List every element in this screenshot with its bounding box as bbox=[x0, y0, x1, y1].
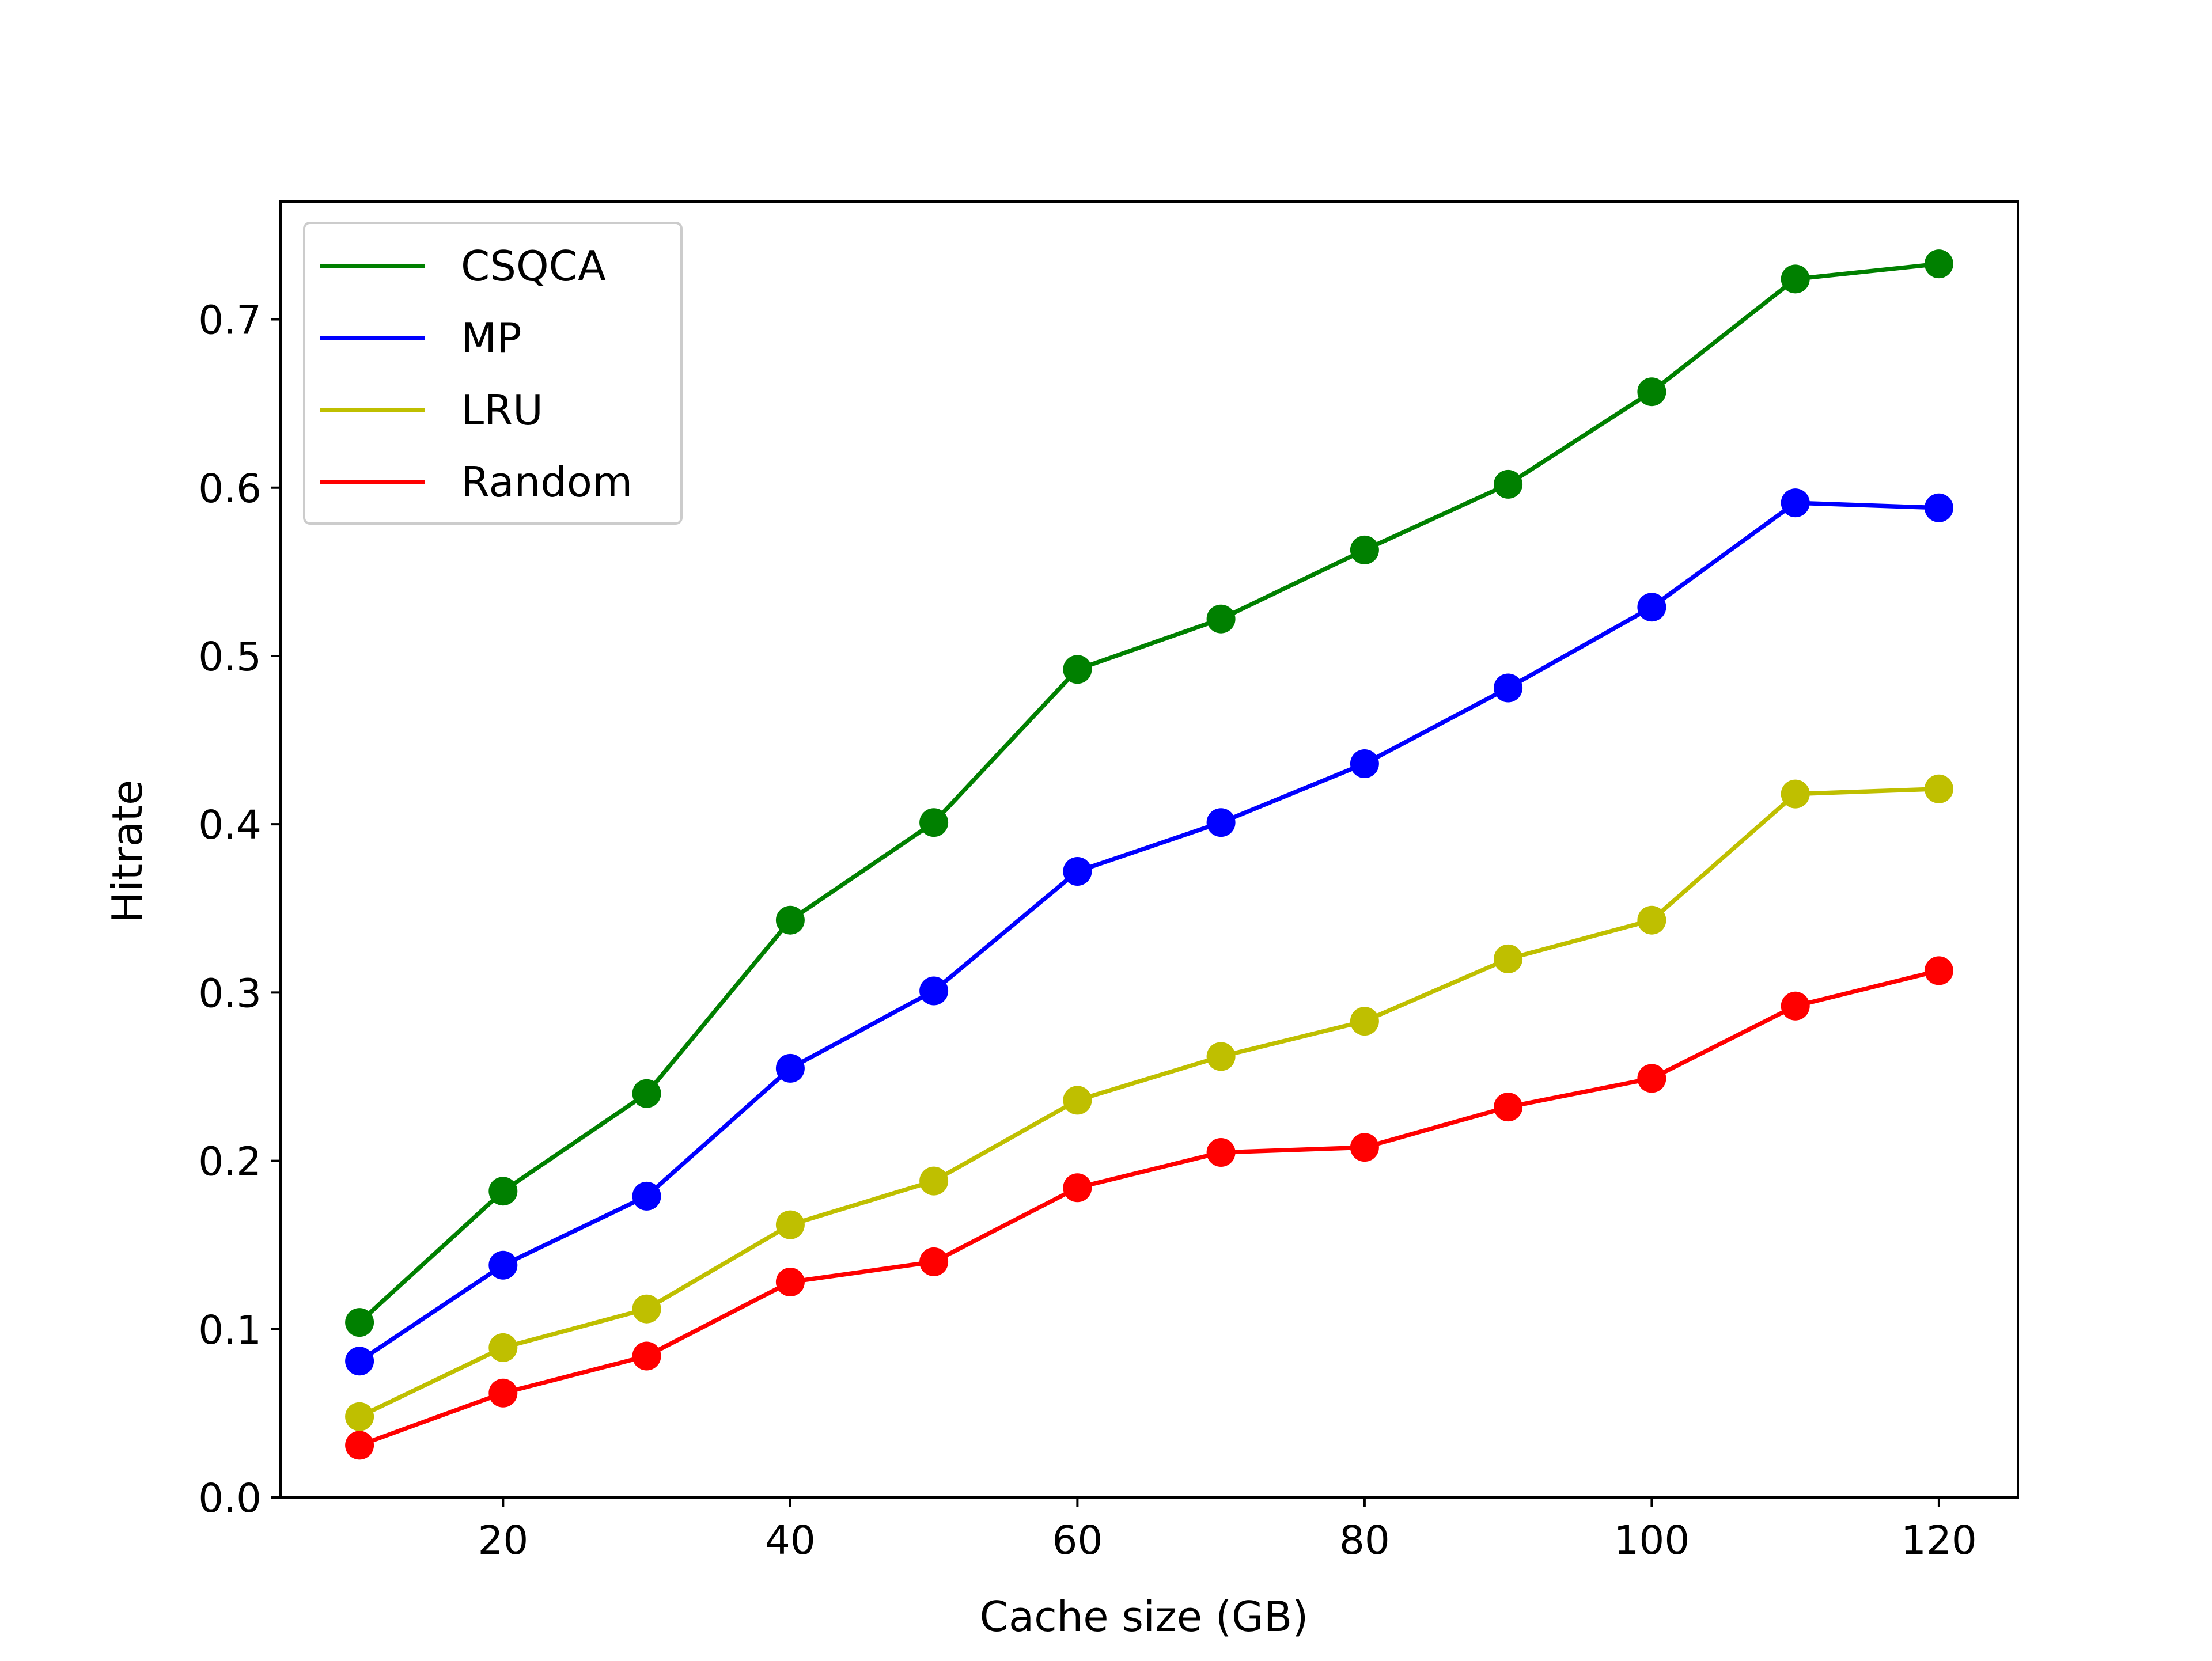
legend-item-lru: LRU bbox=[320, 386, 543, 434]
legend-label-lru: LRU bbox=[461, 386, 543, 434]
data-point-random bbox=[632, 1341, 661, 1371]
series-line-csqca bbox=[356, 261, 1942, 1326]
series-lru bbox=[345, 774, 1953, 1431]
x-tick-label: 100 bbox=[1614, 1518, 1690, 1564]
data-point-mp bbox=[1637, 593, 1666, 622]
data-point-csqca bbox=[632, 1079, 661, 1108]
data-point-random bbox=[775, 1268, 805, 1296]
legend-frame bbox=[303, 222, 683, 525]
data-point-lru bbox=[1637, 905, 1666, 935]
data-point-csqca bbox=[345, 1308, 374, 1337]
data-point-csqca bbox=[1206, 604, 1236, 634]
axes: 20 40 60 80 100 120 0.0 0.1 0.2 0.3 0.4 0.5 0.6 0.7 bbox=[198, 200, 2019, 1564]
data-point-mp bbox=[1350, 749, 1379, 778]
data-point-random bbox=[1924, 956, 1953, 985]
data-point-random bbox=[488, 1378, 518, 1408]
x-tick-label: 80 bbox=[1339, 1518, 1390, 1564]
x-axis-label: Cache size (GB) bbox=[980, 1592, 1309, 1641]
plot-area bbox=[345, 249, 1953, 1460]
data-point-random bbox=[919, 1247, 949, 1276]
data-point-lru bbox=[345, 1402, 374, 1431]
y-tick-label: 0.5 bbox=[198, 634, 262, 680]
legend-item-csqca: CSQCA bbox=[320, 242, 606, 290]
x-tick-label: 40 bbox=[765, 1518, 816, 1564]
series-line-mp bbox=[356, 500, 1941, 1364]
data-point-csqca bbox=[488, 1177, 518, 1206]
data-point-random bbox=[1350, 1133, 1379, 1162]
legend-item-random: Random bbox=[320, 458, 632, 506]
series-random bbox=[345, 956, 1953, 1460]
data-point-random bbox=[1637, 1064, 1666, 1093]
x-tick-label: 60 bbox=[1052, 1518, 1103, 1564]
data-point-random bbox=[1781, 991, 1810, 1021]
data-point-csqca bbox=[1063, 655, 1092, 684]
data-point-csqca bbox=[919, 808, 949, 837]
series-line-random bbox=[357, 968, 1942, 1448]
data-point-csqca bbox=[1781, 264, 1810, 294]
data-point-csqca bbox=[775, 905, 805, 935]
data-point-random bbox=[345, 1431, 374, 1460]
series-csqca bbox=[345, 249, 1953, 1337]
data-point-lru bbox=[1494, 944, 1523, 973]
y-tick-label: 0.4 bbox=[198, 802, 262, 848]
data-point-mp bbox=[1206, 808, 1236, 837]
legend: CSQCA MP LRU Random bbox=[303, 222, 683, 525]
legend-label-mp: MP bbox=[461, 314, 522, 362]
legend-item-mp: MP bbox=[320, 314, 522, 362]
data-point-mp bbox=[1781, 488, 1810, 518]
data-point-mp bbox=[488, 1250, 518, 1280]
data-point-lru bbox=[775, 1210, 805, 1239]
data-point-csqca bbox=[1350, 535, 1379, 564]
data-point-lru bbox=[488, 1333, 518, 1362]
data-point-random bbox=[1206, 1138, 1236, 1167]
y-tick-label: 0.6 bbox=[198, 466, 262, 512]
data-point-mp bbox=[1494, 673, 1523, 703]
legend-label-csqca: CSQCA bbox=[461, 242, 606, 290]
data-point-lru bbox=[1206, 1042, 1236, 1071]
x-tick-label: 120 bbox=[1901, 1518, 1977, 1564]
y-tick-label: 0.3 bbox=[198, 970, 262, 1017]
data-point-mp bbox=[345, 1347, 374, 1376]
data-point-mp bbox=[1063, 857, 1092, 886]
data-point-random bbox=[1063, 1173, 1092, 1203]
data-point-lru bbox=[1924, 774, 1953, 803]
data-point-mp bbox=[919, 976, 949, 1006]
data-point-csqca bbox=[1637, 377, 1666, 407]
y-tick-label: 0.2 bbox=[198, 1139, 262, 1185]
data-point-lru bbox=[919, 1166, 949, 1196]
data-point-lru bbox=[1063, 1086, 1092, 1115]
data-point-mp bbox=[1924, 493, 1953, 522]
data-point-lru bbox=[1781, 779, 1810, 809]
data-point-lru bbox=[632, 1294, 661, 1324]
y-tick-label: 0.7 bbox=[198, 298, 262, 344]
x-tick-label: 20 bbox=[478, 1518, 528, 1564]
y-tick-label: 0.0 bbox=[198, 1476, 262, 1522]
legend-label-random: Random bbox=[461, 458, 632, 506]
y-axis-label: Hitrate bbox=[103, 780, 151, 923]
data-point-csqca bbox=[1924, 249, 1953, 279]
data-point-lru bbox=[1350, 1007, 1379, 1036]
series-mp bbox=[345, 488, 1953, 1376]
data-point-mp bbox=[632, 1181, 661, 1211]
y-tick-label: 0.1 bbox=[198, 1307, 262, 1353]
data-point-csqca bbox=[1494, 469, 1523, 499]
series-line-lru bbox=[357, 786, 1941, 1420]
data-point-mp bbox=[775, 1053, 805, 1083]
data-point-random bbox=[1494, 1093, 1523, 1122]
axes-frame bbox=[279, 200, 2019, 1499]
